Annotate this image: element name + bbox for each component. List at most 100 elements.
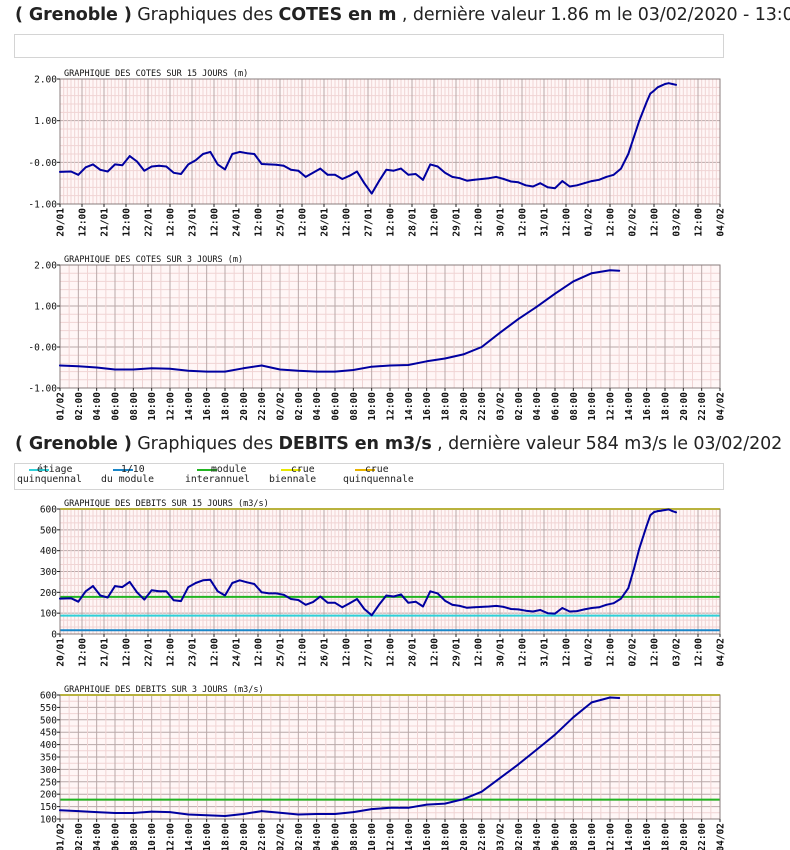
data-point — [268, 163, 270, 166]
data-point — [466, 179, 468, 182]
data-point — [612, 602, 615, 605]
data-point — [392, 595, 395, 598]
x-tick-label: 06:00 — [551, 823, 562, 850]
data-point — [194, 159, 197, 162]
legend-swatch — [29, 469, 49, 471]
x-tick-label: 12:00 — [474, 208, 485, 237]
chart-title: GRAPHIQUE DES DEBITS SUR 3 JOURS (m3/s) — [64, 685, 264, 695]
chart-title: GRAPHIQUE DES DEBITS SUR 15 JOURS (m3/s) — [64, 499, 269, 509]
data-point — [389, 364, 391, 367]
data-point — [315, 813, 318, 815]
y-tick-label: 600 — [40, 691, 57, 702]
data-point — [429, 163, 432, 166]
data-point — [645, 524, 648, 527]
x-tick-label: 14:00 — [624, 392, 635, 421]
chart-debits-15-jours: GRAPHIQUE DES DEBITS SUR 15 JOURS (m3/s)… — [40, 499, 727, 667]
data-point — [389, 806, 391, 809]
data-point — [407, 364, 410, 366]
data-point — [370, 614, 373, 617]
x-tick-label: 01/02 — [56, 823, 67, 850]
data-point — [576, 184, 578, 187]
data-point — [290, 168, 292, 171]
x-tick-label: 03/02 — [672, 638, 683, 667]
data-point — [480, 790, 483, 793]
data-point — [370, 365, 373, 368]
x-tick-label: 22/01 — [144, 208, 155, 237]
data-point — [136, 591, 138, 594]
data-point — [495, 604, 498, 607]
x-tick-label: 12:00 — [386, 392, 397, 421]
x-tick-label: 08:00 — [129, 823, 140, 850]
data-point — [425, 803, 428, 806]
data-point — [326, 173, 329, 176]
data-point — [279, 368, 281, 371]
x-tick-label: 16:00 — [642, 392, 653, 421]
x-tick-label: 20:00 — [239, 823, 250, 850]
data-point — [334, 173, 336, 176]
x-tick-label: 20:00 — [679, 392, 690, 421]
data-point — [451, 603, 454, 606]
x-tick-label: 22:00 — [697, 823, 708, 850]
x-tick-label: 12:00 — [562, 638, 573, 667]
x-tick-label: 16:00 — [422, 823, 433, 850]
x-tick-label: 18:00 — [661, 392, 672, 421]
debits-prefix: Graphiques des — [137, 434, 273, 454]
data-point — [466, 606, 468, 609]
data-point — [638, 547, 641, 550]
data-point — [495, 176, 498, 178]
data-point — [253, 583, 256, 585]
data-point — [194, 582, 197, 584]
x-tick-label: 14:00 — [404, 392, 415, 421]
data-point — [202, 579, 204, 582]
data-point — [590, 272, 593, 275]
x-tick-label: 12:00 — [606, 208, 617, 237]
data-point — [242, 813, 245, 815]
data-point — [436, 165, 439, 168]
x-tick-label: 12:00 — [694, 208, 705, 237]
x-tick-label: 06:00 — [111, 392, 122, 421]
data-point — [224, 594, 226, 597]
x-tick-label: 02:00 — [514, 392, 525, 421]
x-tick-label: 02:00 — [74, 392, 85, 421]
data-point — [583, 608, 586, 611]
x-tick-label: 26/01 — [320, 638, 331, 667]
x-tick-label: 18:00 — [441, 392, 452, 421]
x-tick-label: 22:00 — [477, 823, 488, 850]
y-tick-label: 400 — [40, 546, 57, 557]
data-point — [304, 176, 307, 178]
debits-measure: DEBITS en m3/s — [278, 434, 432, 454]
data-point — [378, 180, 380, 182]
data-point — [675, 83, 677, 86]
data-point — [319, 167, 322, 170]
y-tick-label: 500 — [40, 715, 57, 726]
x-tick-label: 21/01 — [100, 638, 111, 667]
y-tick-label: 400 — [40, 740, 57, 751]
data-point — [297, 369, 300, 372]
data-point — [150, 367, 153, 370]
x-tick-label: 14:00 — [404, 823, 415, 850]
x-tick-label: 12:00 — [166, 392, 177, 421]
x-tick-label: 02:00 — [514, 823, 525, 850]
x-tick-label: 10:00 — [587, 823, 598, 850]
x-tick-label: 12:00 — [386, 823, 397, 850]
data-point — [620, 167, 622, 170]
data-point — [253, 153, 256, 155]
x-tick-label: 18:00 — [221, 392, 232, 421]
data-point — [667, 508, 670, 511]
x-tick-label: 31/01 — [540, 638, 551, 667]
x-tick-label: 12:00 — [210, 638, 221, 667]
data-point — [268, 592, 270, 595]
data-point — [297, 169, 300, 172]
data-point — [620, 597, 622, 600]
legend-label-1: 1/10 — [121, 464, 145, 475]
data-point — [334, 813, 336, 815]
x-tick-label: 12:00 — [694, 638, 705, 667]
x-tick-label: 02:00 — [294, 823, 305, 850]
y-tick-label: 150 — [40, 802, 57, 813]
data-point — [653, 511, 655, 514]
y-tick-label: 300 — [40, 765, 57, 776]
data-point — [209, 151, 212, 153]
data-point — [352, 811, 355, 813]
data-point — [84, 590, 87, 593]
x-tick-label: 12:00 — [386, 208, 397, 237]
